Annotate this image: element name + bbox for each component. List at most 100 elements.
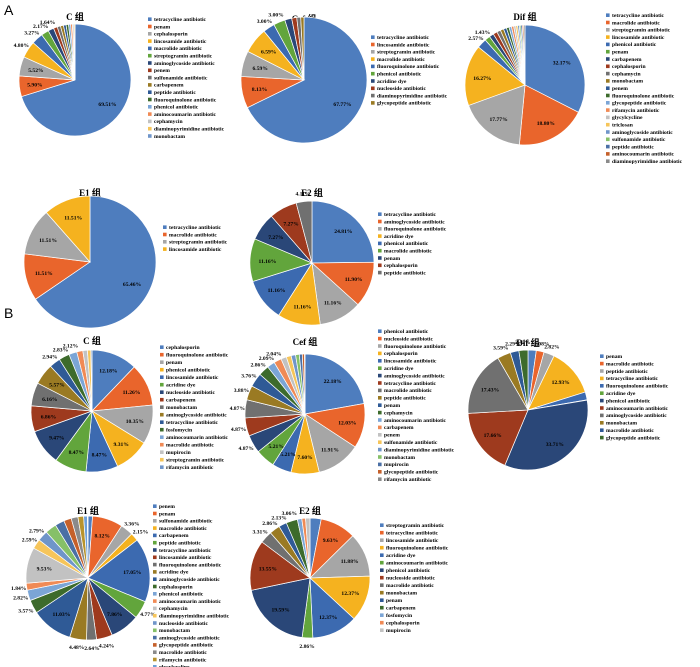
data-label: 9.31% (114, 442, 130, 448)
legend-swatch (600, 398, 604, 403)
legend-swatch (153, 657, 157, 662)
data-label: 8.47% (92, 452, 108, 458)
legend-label: rifamycin antibiotic (612, 108, 660, 114)
legend-swatch (153, 592, 157, 596)
legend-label: streptogramin antibiotic (166, 458, 225, 464)
data-label: 1.84% (11, 586, 27, 592)
legend-label: sulfonamide antibiotic (154, 75, 208, 81)
legend-swatch (163, 247, 167, 251)
legend-swatch (148, 39, 152, 43)
legend-label: penam (154, 24, 171, 30)
data-label: 4.77% (140, 612, 156, 618)
legend-swatch (160, 442, 164, 447)
data-label: 11.16% (258, 259, 276, 265)
data-label: 2.42% (515, 340, 531, 346)
data-label: 1.64% (40, 20, 56, 26)
legend-swatch (606, 13, 610, 17)
legend-label: glycylcycline (159, 665, 190, 667)
legend-label: acridine dye (386, 553, 416, 559)
legend-swatch (600, 361, 604, 366)
legend-swatch (606, 79, 610, 83)
legend-swatch (153, 621, 157, 625)
legend-swatch (378, 373, 382, 378)
pie-slice-diaminopyrimidine-antibiotic (523, 24, 526, 86)
legend-label: rifamycin antibiotic (384, 477, 432, 483)
data-label: 2.57% (468, 36, 484, 42)
legend-swatch (160, 450, 164, 454)
pie-slice-tetracycline-antibiotic (35, 195, 157, 329)
legend-swatch (163, 240, 167, 244)
legend-swatch (153, 599, 157, 603)
legend-swatch (606, 159, 610, 163)
legend-swatch (148, 112, 152, 116)
legend-swatch (148, 46, 152, 51)
legend-label: tetracycline antibiotic (169, 225, 222, 231)
legend-label: nucleoside antibiotic (166, 390, 215, 396)
legend-swatch (378, 248, 382, 253)
legend-swatch (378, 241, 382, 246)
data-label: 3.76% (241, 373, 257, 379)
legend-label: tetracycline antibiotic (159, 548, 212, 554)
legend-swatch (378, 227, 382, 231)
legend-label: diaminopyrimidine antibiotic (612, 159, 683, 165)
legend-swatch (148, 17, 152, 21)
legend-label: streptogramin antibiotic (612, 28, 671, 34)
legend-label: tetracycline antibiotic (384, 212, 437, 218)
legend-swatch (148, 61, 152, 65)
data-label: 5.57% (49, 383, 65, 389)
data-label: 11.16% (293, 305, 311, 311)
pie-slice-streptogramin-antibiotic (468, 84, 526, 146)
data-label: 5.21% (280, 452, 296, 458)
data-label: 11.91% (321, 447, 339, 453)
legend-swatch (600, 413, 604, 418)
legend-swatch (148, 119, 152, 124)
data-label: 22.18% (324, 379, 343, 385)
legend-label: macrolide antibiotic (612, 20, 660, 26)
pie-slice-peptide-antibiotic (295, 200, 313, 264)
data-label: 2.13% (271, 515, 287, 521)
legend-swatch (153, 526, 157, 530)
legend-label: phenicol antibiotic (154, 105, 199, 111)
legend-swatch (606, 122, 610, 127)
legend-swatch (378, 351, 382, 356)
legend-label: aminoglycoside antibiotic (159, 635, 220, 641)
data-label: 9.47% (49, 435, 65, 441)
legend-swatch (160, 427, 164, 432)
data-label: 8.47% (69, 450, 85, 456)
legend-swatch (378, 270, 382, 275)
legend-swatch (606, 49, 610, 54)
legend-label: acridine dye (384, 366, 414, 372)
data-label: 2.09% (259, 356, 275, 362)
data-label: 17.43% (481, 388, 500, 394)
legend-swatch (380, 590, 384, 595)
legend-label: tetracycline antibiotic (166, 420, 219, 426)
pie-slice-macrolide-antibiotic (518, 84, 579, 146)
legend-label: cephalosporin (159, 584, 193, 590)
legend-swatch (378, 410, 382, 415)
legend-swatch (153, 613, 157, 618)
data-label: 3.36% (124, 522, 140, 528)
data-label: 17.66% (484, 433, 503, 439)
legend-label: triclosan (612, 123, 634, 129)
data-label: 3.06% (282, 511, 298, 517)
data-label: 65.46% (123, 282, 142, 288)
legend-label: lincosamide antibiotic (377, 42, 430, 48)
legend-swatch (380, 598, 384, 602)
legend-label: acridine dye (606, 391, 636, 397)
legend-swatch (378, 403, 382, 407)
pie-slice-phenicol-antibiotic (250, 577, 311, 638)
chart-title: C 组 (83, 335, 101, 346)
legend-swatch (600, 435, 604, 440)
legend-swatch (148, 53, 152, 58)
legend-label: carbapenem (159, 533, 189, 539)
legend-label: cephamycin (159, 606, 188, 612)
legend-swatch (153, 665, 157, 667)
legend-swatch (160, 375, 164, 379)
pie-b-dif: Dif 组2.08%2.82% 12.93% 33.71% 17.66% 17.43% 3… (467, 337, 669, 471)
legend-label: penam (386, 598, 403, 604)
pie-slice-glycopeptide-antibiotic (518, 349, 529, 411)
pie-slice-aminoglycoside-antibiotic (467, 357, 529, 414)
data-label: 7.60% (297, 455, 313, 461)
pie-slice-tetracycline-antibiotic (21, 23, 132, 137)
